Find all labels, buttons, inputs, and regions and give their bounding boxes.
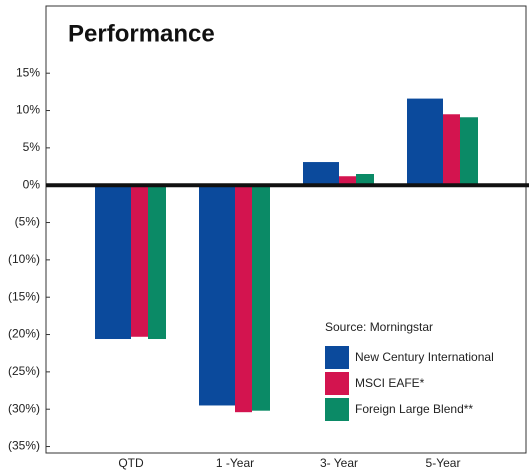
bar [443,114,460,186]
legend-swatch [325,398,349,421]
legend-label: Foreign Large Blend** [355,402,473,416]
bar [303,162,339,186]
legend-source: Source: Morningstar [325,320,433,334]
y-tick-label: (35%) [8,439,40,453]
y-tick-label: (20%) [8,327,40,341]
bar [199,185,235,406]
x-tick-label: QTD [118,456,144,470]
bar [339,176,356,186]
y-tick-label: (15%) [8,289,40,303]
bar [407,98,443,186]
y-tick-label: 0% [23,177,41,191]
bar [356,174,374,186]
bar [460,117,478,186]
plot-frame [45,5,527,454]
y-tick-label: 5% [23,140,41,154]
y-tick-label: (30%) [8,401,40,415]
legend-label: MSCI EAFE* [355,376,425,390]
x-tick-label: 5-Year [426,456,461,470]
x-tick-label: 1 -Year [216,456,254,470]
bar [95,185,131,340]
y-tick-label: (10%) [8,252,40,266]
y-tick-label: 15% [16,65,40,79]
legend-label: New Century International [355,350,494,364]
y-tick-label: 10% [16,103,40,117]
legend-swatch [325,346,349,369]
y-tick-label: (25%) [8,364,40,378]
bar [148,185,166,340]
x-tick-label: 3- Year [320,456,358,470]
y-tick-label: (5%) [15,215,40,229]
bar [252,185,270,411]
bar [131,185,148,337]
bar [235,185,252,413]
legend-swatch [325,372,349,395]
chart-title: Performance [68,20,215,47]
